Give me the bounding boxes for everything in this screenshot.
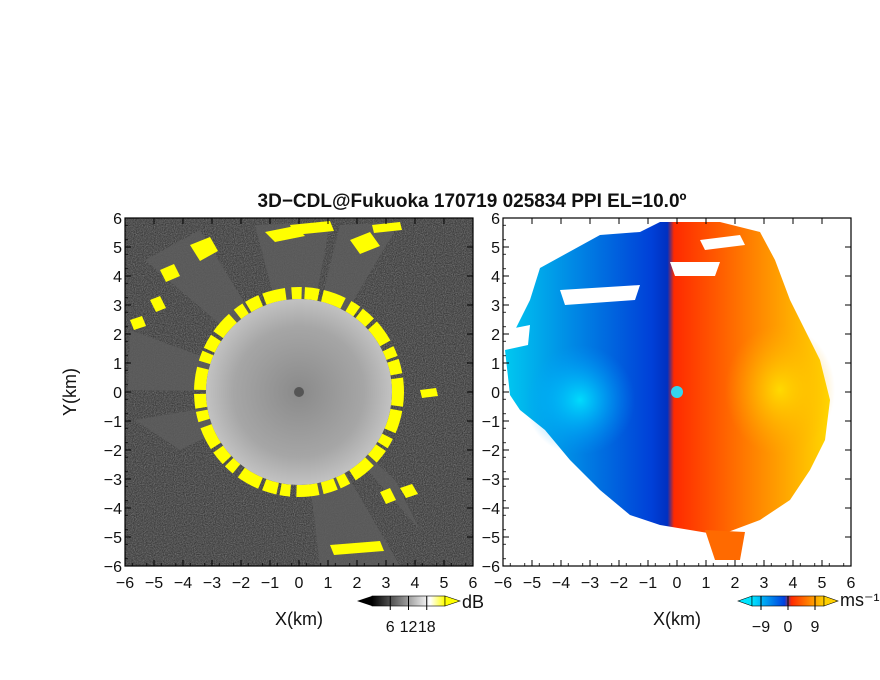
velocity-x-tick-label: −6 bbox=[494, 575, 512, 592]
snr-y-tick-label: −4 bbox=[104, 501, 122, 518]
velocity-yellow-glow bbox=[725, 325, 835, 455]
velocity-colorbar-tick-label: 9 bbox=[811, 619, 820, 636]
velocity-x-tick-label: −5 bbox=[523, 575, 541, 592]
velocity-x-tick-label: 1 bbox=[702, 575, 711, 592]
velocity-y-tick-label: 2 bbox=[491, 327, 500, 344]
velocity-colorbar-high-arrow bbox=[823, 595, 839, 607]
velocity-y-tick-label: −4 bbox=[482, 501, 500, 518]
velocity-colorbar-unit: ms⁻¹ bbox=[840, 590, 880, 610]
snr-colorbar-ticks: 6 12 18 bbox=[386, 596, 436, 636]
velocity-x-tick-label: −2 bbox=[610, 575, 628, 592]
snr-center-marker bbox=[294, 387, 304, 397]
velocity-y-tick-label: 1 bbox=[491, 356, 500, 373]
velocity-colorbar: ms⁻¹ −9 0 9 bbox=[737, 590, 880, 636]
snr-edge-speckle bbox=[130, 221, 438, 555]
snr-x-tick-label: −6 bbox=[116, 575, 134, 592]
snr-echo-ring bbox=[194, 287, 404, 497]
snr-panel: −6−6 −5 −5 −4 −4 −3 −3 −2 −2 −1 −1 0 0 1 1 2 2 3 3 4 4 5 5 6 6 bbox=[104, 211, 478, 592]
snr-y-tick-label: −5 bbox=[104, 530, 122, 547]
velocity-x-tick-label: 3 bbox=[760, 575, 769, 592]
velocity-y-tick-label: 0 bbox=[491, 385, 500, 402]
velocity-x-tick-label: 0 bbox=[673, 575, 682, 592]
snr-x-tick-label: −3 bbox=[203, 575, 221, 592]
snr-colorbar: dB 6 12 18 bbox=[357, 592, 484, 636]
snr-colorbar-tick-label: 12 bbox=[400, 619, 418, 636]
velocity-y-tick-label: −1 bbox=[482, 414, 500, 431]
snr-y-tick-label: 6 bbox=[113, 211, 122, 228]
velocity-y-tick-label: 3 bbox=[491, 298, 500, 315]
snr-y-tick-label: 0 bbox=[113, 385, 122, 402]
snr-y-tick-label: −2 bbox=[104, 443, 122, 460]
velocity-axes: −6−6 −5 −5 −4 −4 −3 −3 −2 −2 −1 −1 0 0 1 1 2 2 3 3 4 4 5 5 6 6 bbox=[482, 211, 856, 592]
snr-y-tick-label: 3 bbox=[113, 298, 122, 315]
snr-axes: −6−6 −5 −5 −4 −4 −3 −3 −2 −2 −1 −1 0 0 1 1 2 2 3 3 4 4 5 5 6 6 bbox=[104, 211, 478, 592]
velocity-x-tick-label: −4 bbox=[552, 575, 570, 592]
velocity-y-tick-label: −5 bbox=[482, 530, 500, 547]
snr-y-tick-label: −6 bbox=[104, 559, 122, 576]
snr-x-tick-label: 1 bbox=[324, 575, 333, 592]
velocity-y-tick-label: −2 bbox=[482, 443, 500, 460]
velocity-x-tick-label: −1 bbox=[639, 575, 657, 592]
snr-colorbar-tick-label: 6 bbox=[386, 619, 395, 636]
velocity-colorbar-tick-label: −9 bbox=[752, 619, 770, 636]
snr-y-tick-label: 1 bbox=[113, 356, 122, 373]
velocity-y-tick-label: 5 bbox=[491, 240, 500, 257]
velocity-colorbar-ticks: −9 0 9 bbox=[752, 596, 820, 636]
velocity-x-tick-label: 2 bbox=[731, 575, 740, 592]
velocity-x-tick-label: 5 bbox=[818, 575, 827, 592]
velocity-gaps bbox=[505, 235, 745, 350]
velocity-y-tick-label: 4 bbox=[491, 269, 500, 286]
velocity-y-tick-label: −3 bbox=[482, 472, 500, 489]
velocity-south-streak bbox=[705, 530, 745, 560]
velocity-x-tick-label: −3 bbox=[581, 575, 599, 592]
velocity-center-marker bbox=[671, 386, 683, 398]
snr-x-tick-label: 2 bbox=[353, 575, 362, 592]
velocity-x-tick-label: 6 bbox=[847, 575, 856, 592]
snr-x-tick-label: 5 bbox=[440, 575, 449, 592]
snr-x-tick-label: 0 bbox=[295, 575, 304, 592]
chart-title: 3D−CDL@Fukuoka 170719 025834 PPI EL=10.0… bbox=[258, 191, 687, 212]
y-axis-label: Y(km) bbox=[60, 368, 80, 416]
snr-y-tick-label: 2 bbox=[113, 327, 122, 344]
snr-colorbar-unit: dB bbox=[462, 592, 484, 612]
velocity-panel: −6−6 −5 −5 −4 −4 −3 −3 −2 −2 −1 −1 0 0 1 1 2 2 3 3 4 4 5 5 6 6 bbox=[482, 211, 856, 592]
snr-x-tick-label: −2 bbox=[232, 575, 250, 592]
snr-x-axis-label: X(km) bbox=[275, 609, 323, 629]
velocity-colorbar-tick-label: 0 bbox=[784, 619, 793, 636]
snr-y-tick-label: 4 bbox=[113, 269, 122, 286]
snr-colorbar-low-arrow bbox=[357, 596, 372, 606]
snr-colorbar-high-arrow bbox=[444, 595, 461, 607]
snr-x-tick-label: 6 bbox=[469, 575, 478, 592]
snr-x-tick-label: −1 bbox=[261, 575, 279, 592]
velocity-y-tick-label: 6 bbox=[491, 211, 500, 228]
snr-y-tick-label: −1 bbox=[104, 414, 122, 431]
snr-colorbar-tick-label: 18 bbox=[418, 619, 436, 636]
velocity-blue-glow bbox=[525, 345, 635, 455]
snr-x-tick-label: −4 bbox=[174, 575, 192, 592]
snr-x-tick-label: 3 bbox=[382, 575, 391, 592]
velocity-y-tick-label: −6 bbox=[482, 559, 500, 576]
snr-x-tick-label: −5 bbox=[145, 575, 163, 592]
velocity-x-tick-label: 4 bbox=[789, 575, 798, 592]
snr-y-tick-label: −3 bbox=[104, 472, 122, 489]
velocity-colorbar-low-arrow bbox=[737, 595, 753, 607]
snr-y-tick-label: 5 bbox=[113, 240, 122, 257]
velocity-x-axis-label: X(km) bbox=[653, 609, 701, 629]
snr-x-tick-label: 4 bbox=[411, 575, 420, 592]
